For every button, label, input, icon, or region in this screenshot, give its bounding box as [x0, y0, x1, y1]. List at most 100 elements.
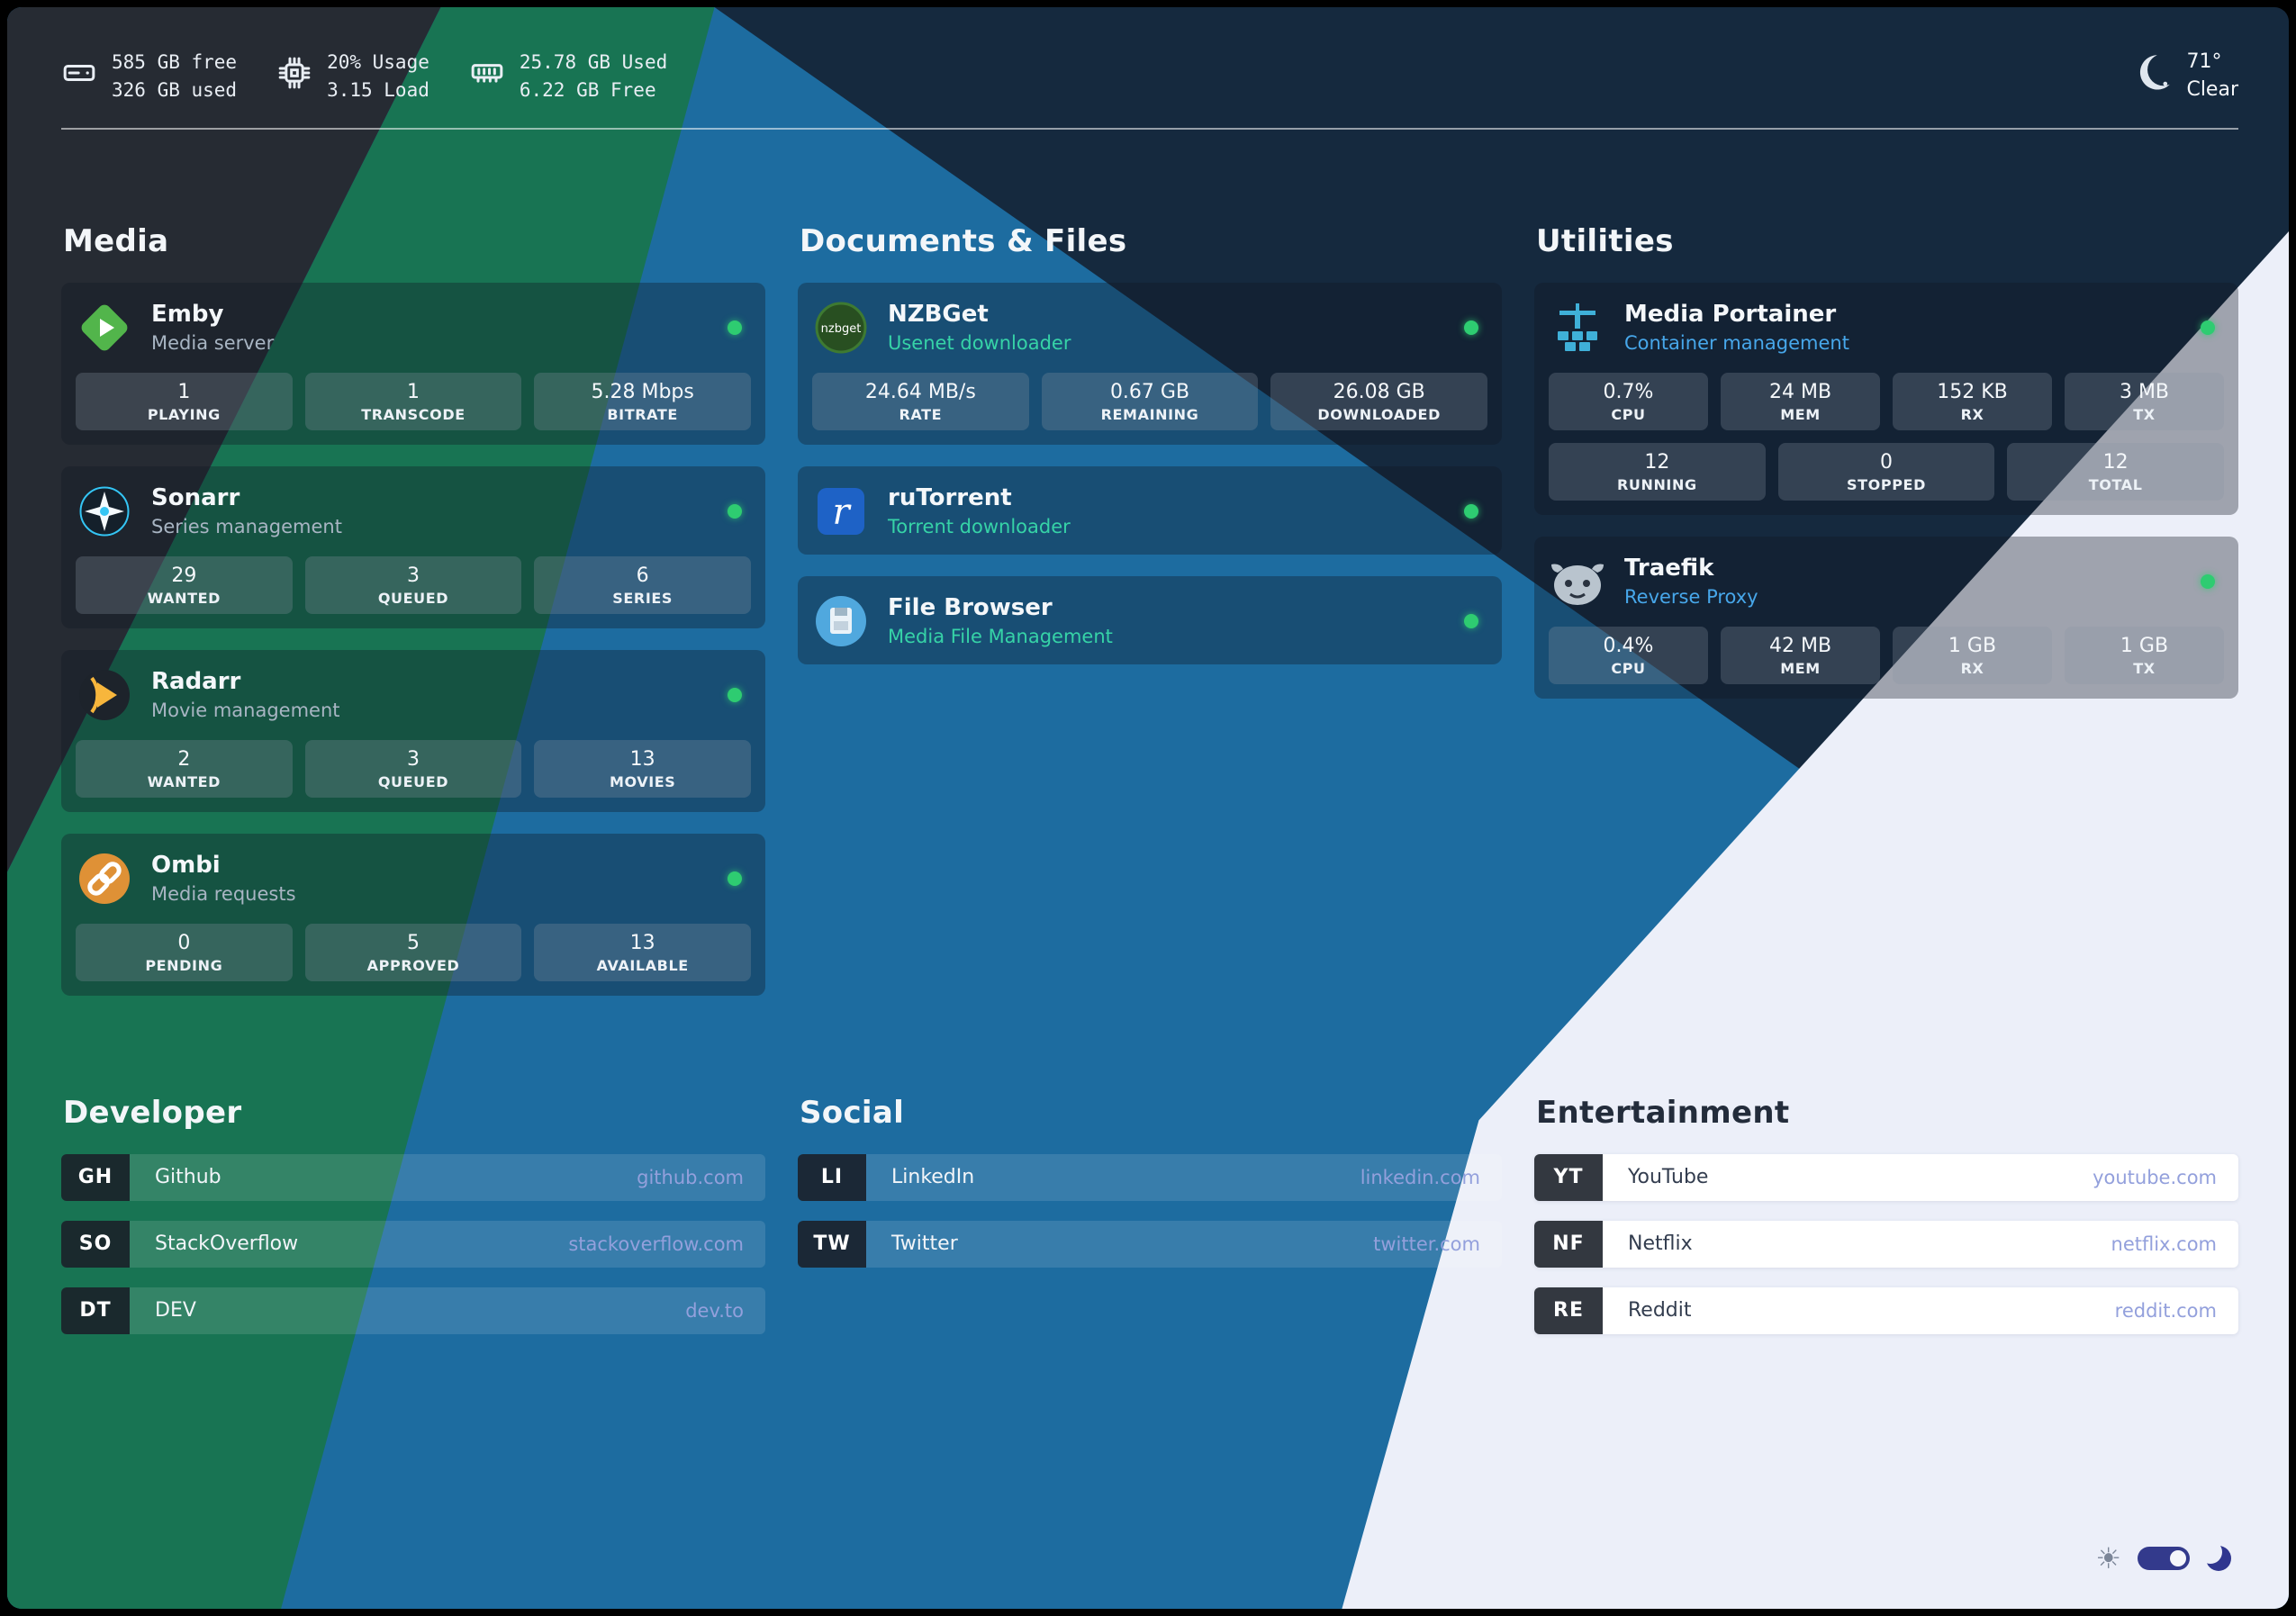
stat-pill: 24 MB MEM — [1721, 372, 1880, 430]
status-dot — [2201, 573, 2215, 589]
stat-label: WANTED — [147, 589, 221, 607]
service-subtitle: Reverse Proxy — [1624, 586, 1758, 609]
filebrowser-icon — [812, 592, 870, 650]
stat-label: CPU — [1611, 659, 1646, 677]
bookmark-name: Github — [155, 1166, 221, 1189]
bookmark-row-twitter[interactable]: TW Twitter twitter.com — [798, 1220, 1502, 1268]
bookmark-domain: twitter.com — [1373, 1232, 1480, 1255]
stat-value: 13 — [629, 747, 655, 771]
stat-label: REMAINING — [1100, 405, 1199, 423]
service-card-portainer[interactable]: Media Portainer Container management 0.7… — [1534, 282, 2238, 515]
stat-label: AVAILABLE — [596, 956, 689, 974]
group-title-developer: Developer — [63, 1094, 242, 1131]
stat-pill: 6 SERIES — [534, 555, 752, 614]
status-dot — [728, 320, 742, 335]
bookmark-row-github[interactable]: GH Github github.com — [61, 1153, 765, 1201]
theme-toggle[interactable] — [2138, 1547, 2190, 1570]
bookmark-domain: linkedin.com — [1360, 1166, 1480, 1188]
bookmark-row-linkedin[interactable]: LI LinkedIn linkedin.com — [798, 1153, 1502, 1201]
portainer-icon — [1549, 299, 1606, 357]
bookmark-name: DEV — [155, 1299, 196, 1323]
service-card-emby[interactable]: Emby Media server 1 PLAYING 1 TRANSCODE — [61, 282, 765, 445]
cpu-load-text: 3.15 Load — [327, 78, 429, 101]
stat-value: 24.64 MB/s — [864, 380, 976, 403]
stat-value: 24 MB — [1768, 380, 1832, 403]
stat-label: STOPPED — [1847, 475, 1926, 493]
service-name: Sonarr — [151, 484, 240, 512]
group-utilities: Utilities Media Portainer Container mana… — [1534, 223, 2238, 996]
bookmark-row-youtube[interactable]: YT YouTube youtube.com — [1534, 1153, 2238, 1201]
bookmark-row-stackoverflow[interactable]: SO StackOverflow stackoverflow.com — [61, 1220, 765, 1268]
stat-label: TOTAL — [2088, 475, 2143, 493]
bookmark-abbr: TW — [798, 1220, 866, 1268]
bookmark-abbr: RE — [1534, 1286, 1603, 1334]
group-documents-files: Documents & Files nzbget NZBGet Usenet d… — [798, 223, 1502, 996]
group-title-documents-files: Documents & Files — [800, 222, 1127, 259]
service-card-nzbget[interactable]: nzbget NZBGet Usenet downloader 24.64 MB… — [798, 282, 1502, 445]
stat-label: TRANSCODE — [361, 405, 466, 423]
traefik-icon — [1549, 553, 1606, 610]
stat-value: 2 — [177, 747, 191, 771]
stat-pill: 29 WANTED — [76, 555, 293, 614]
stat-pill: 12 TOTAL — [2007, 442, 2225, 501]
service-name: Emby — [151, 301, 224, 329]
stat-value: 0.4% — [1603, 634, 1654, 657]
bookmark-abbr: DT — [61, 1286, 130, 1334]
stat-pill: 12 RUNNING — [1549, 442, 1766, 501]
stat-pill: 26.08 GB DOWNLOADED — [1270, 372, 1488, 430]
cpu-icon — [276, 55, 312, 98]
bookmark-row-dev[interactable]: DT DEV dev.to — [61, 1286, 765, 1334]
stat-label: MEM — [1780, 659, 1821, 677]
emby-icon — [76, 299, 133, 357]
stat-label: TX — [2133, 659, 2156, 677]
service-card-traefik[interactable]: Traefik Reverse Proxy 0.4% CPU 42 MB MEM — [1534, 536, 2238, 699]
stat-label: DOWNLOADED — [1317, 405, 1441, 423]
bookmark-row-reddit[interactable]: RE Reddit reddit.com — [1534, 1286, 2238, 1334]
theme-toggle-knob[interactable] — [2170, 1550, 2186, 1566]
sun-icon[interactable]: ☀ — [2095, 1541, 2121, 1575]
service-subtitle: Media File Management — [888, 626, 1113, 648]
status-dot — [728, 503, 742, 519]
stat-value: 12 — [1644, 450, 1670, 474]
service-card-rutorrent[interactable]: r ruTorrent Torrent downloader — [798, 465, 1502, 555]
bookmark-domain: youtube.com — [2093, 1166, 2217, 1188]
service-card-sonarr[interactable]: Sonarr Series management 29 WANTED 3 QUE… — [61, 465, 765, 628]
group-title-media: Media — [63, 222, 169, 259]
stat-pill: 13 AVAILABLE — [534, 923, 752, 981]
stat-pill: 0 STOPPED — [1777, 442, 1995, 501]
stat-label: MOVIES — [609, 772, 676, 790]
service-subtitle: Container management — [1624, 332, 1849, 355]
bookmark-name: YouTube — [1628, 1166, 1709, 1189]
stat-value: 3 MB — [2119, 380, 2170, 403]
stat-label: QUEUED — [377, 589, 449, 607]
disk-free-text: 585 GB free — [112, 51, 238, 74]
bookmark-abbr: LI — [798, 1153, 866, 1201]
groups-grid: Media Emby Media server — [61, 223, 2238, 1334]
bookmark-domain: stackoverflow.com — [568, 1232, 744, 1255]
stat-label: RUNNING — [1616, 475, 1697, 493]
stat-value: 0.7% — [1603, 380, 1654, 403]
group-media: Media Emby Media server — [61, 223, 765, 996]
weather-widget: 71° Clear — [2132, 49, 2238, 104]
stat-value: 29 — [171, 564, 197, 587]
moon-icon[interactable] — [2199, 1540, 2231, 1571]
stat-label: MEM — [1780, 405, 1821, 423]
status-dot — [2201, 320, 2215, 335]
stat-pill: 0.7% CPU — [1549, 372, 1708, 430]
service-card-filebrowser[interactable]: File Browser Media File Management — [798, 575, 1502, 664]
disk-usage-widget: 585 GB free 326 GB used — [61, 49, 237, 104]
disk-icon — [61, 55, 97, 98]
service-card-ombi[interactable]: Ombi Media requests 0 PENDING 5 APPROVED — [61, 833, 765, 996]
status-dot — [728, 871, 742, 886]
stat-value: 1 — [177, 380, 191, 403]
service-name: Traefik — [1624, 555, 1714, 582]
dashboard-page: 585 GB free 326 GB used 20% Usage 3.15 L… — [7, 7, 2289, 1609]
service-name: Media Portainer — [1624, 301, 1837, 329]
service-name: Radarr — [151, 668, 241, 696]
bookmark-row-netflix[interactable]: NF Netflix netflix.com — [1534, 1220, 2238, 1268]
status-dot — [1464, 613, 1478, 628]
weather-condition: Clear — [2186, 77, 2238, 101]
bookmark-name: Reddit — [1628, 1299, 1692, 1323]
service-card-radarr[interactable]: Radarr Movie management 2 WANTED 3 QUEUE… — [61, 649, 765, 812]
stat-pill: 0.4% CPU — [1549, 626, 1708, 684]
